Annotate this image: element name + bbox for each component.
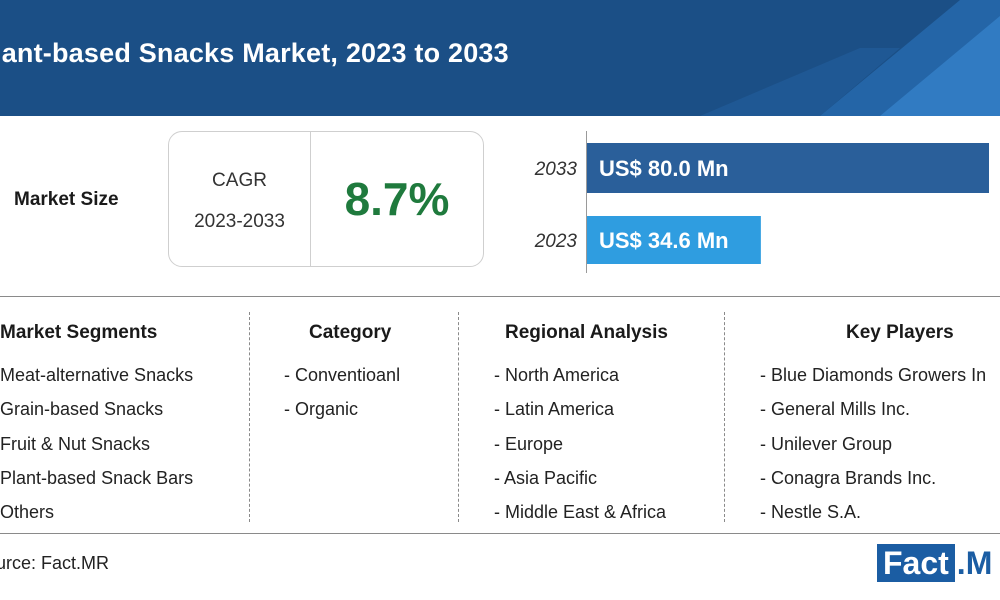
regional-heading: Regional Analysis xyxy=(505,322,668,343)
chart-title: lant-based Snacks Market, 2023 to 2033 xyxy=(0,38,509,68)
list-item: - North America xyxy=(494,365,620,385)
cagr-value: 8.7% xyxy=(344,173,450,225)
column-divider-3 xyxy=(724,312,725,522)
source-note: urce: Fact.MR xyxy=(0,553,110,573)
bar-axis xyxy=(586,131,587,273)
bar-2033 xyxy=(587,143,989,193)
segments-heading: Market Segments xyxy=(0,322,158,343)
column-divider-2 xyxy=(458,312,459,522)
divider-bottom xyxy=(0,533,1000,534)
list-item: - General Mills Inc. xyxy=(760,399,911,420)
factmr-logo: Fact .M xyxy=(877,544,1000,582)
logo-mr: .M xyxy=(956,545,993,581)
cagr-label: CAGR xyxy=(212,170,267,191)
list-item: - Organic xyxy=(284,399,359,420)
list-item: - Conagra Brands Inc. xyxy=(760,467,937,488)
regional-list: - North America - Latin America - Europe… xyxy=(494,358,666,529)
market-size-label: Market Size xyxy=(14,189,119,210)
category-heading: Category xyxy=(309,322,392,343)
divider-top xyxy=(0,296,1000,297)
list-item: Plant-based Snack Bars xyxy=(0,467,194,488)
data-label-2023: US$ 34.6 Mn xyxy=(599,228,729,253)
list-item: - Middle East & Africa xyxy=(494,502,667,523)
category-list: - Conventioanl - Organic xyxy=(284,358,400,427)
cagr-period: 2023-2033 xyxy=(194,211,285,232)
header-band: lant-based Snacks Market, 2023 to 2033 xyxy=(0,0,1000,116)
cagr-divider xyxy=(310,132,311,266)
market-size-bar-chart: 2033 US$ 80.0 Mn 2023 US$ 34.6 Mn xyxy=(534,143,989,264)
key-players-list: - Blue Diamonds Growers In - General Mil… xyxy=(760,358,1000,529)
list-item: Fruit & Nut Snacks xyxy=(0,433,151,454)
bar-2023 xyxy=(587,216,761,264)
list-item: Meat-alternative Snacks xyxy=(0,365,194,385)
list-item: Grain-based Snacks xyxy=(0,399,164,420)
logo-fact: Fact xyxy=(877,544,955,582)
header-decoration xyxy=(700,0,1000,116)
category-label-2023: 2023 xyxy=(534,231,578,252)
key-players-heading: Key Players xyxy=(846,322,954,343)
data-label-2033: US$ 80.0 Mn xyxy=(599,156,729,181)
list-item: Others xyxy=(0,502,55,523)
category-label-2033: 2033 xyxy=(534,159,578,180)
column-divider-1 xyxy=(249,312,250,522)
list-item: - Asia Pacific xyxy=(494,467,598,488)
list-item: - Conventioanl xyxy=(284,365,401,385)
cagr-box: CAGR 2023-2033 8.7% xyxy=(168,131,484,267)
list-item: - Nestle S.A. xyxy=(760,502,862,523)
list-item: - Unilever Group xyxy=(760,433,893,454)
list-item: - Blue Diamonds Growers In xyxy=(760,365,987,385)
list-item: - Europe xyxy=(494,433,564,454)
list-item: - Latin America xyxy=(494,399,615,420)
segments-list: Meat-alternative Snacks Grain-based Snac… xyxy=(0,358,193,529)
